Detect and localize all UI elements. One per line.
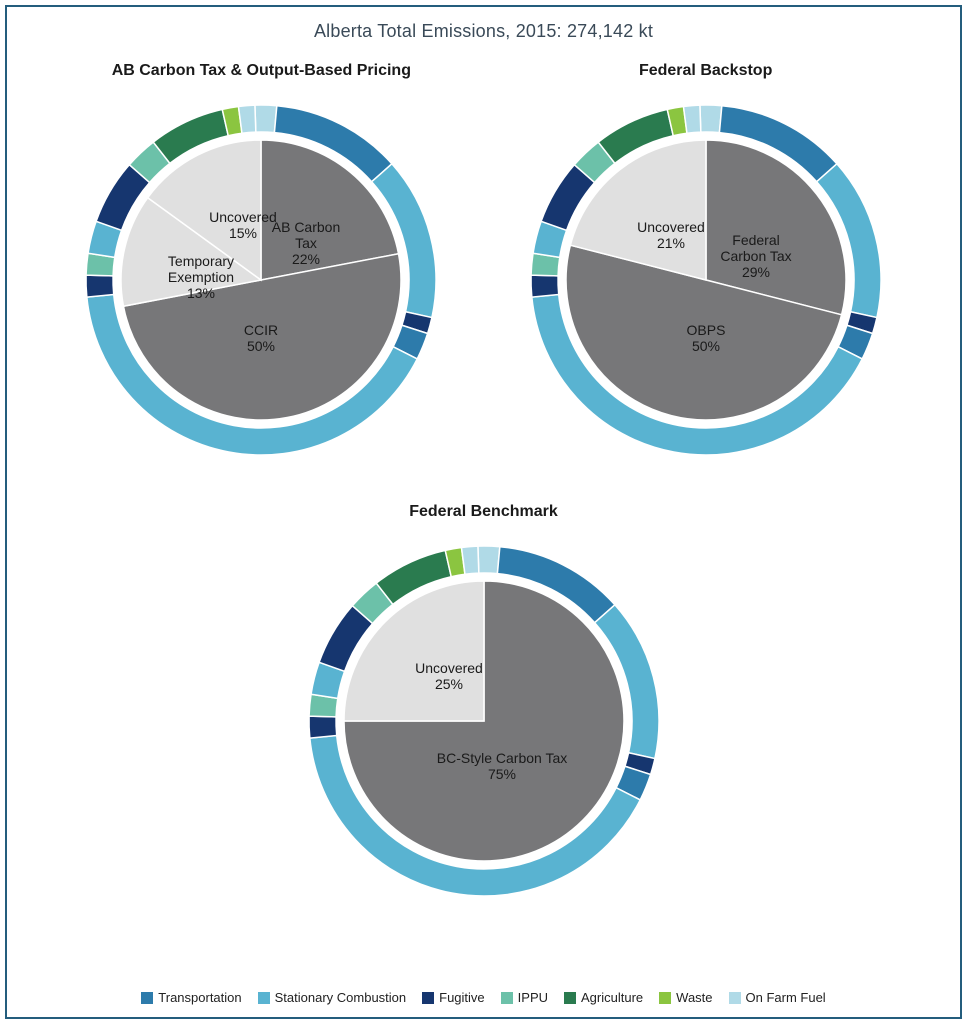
legend-label: Stationary Combustion	[275, 990, 407, 1005]
legend-label: Waste	[676, 990, 712, 1005]
chart-federal-backstop-svg: FederalCarbon Tax29% OBPS50% Uncovered21%	[516, 90, 896, 470]
legend-item-fugitive: Fugitive	[422, 990, 485, 1005]
legend-swatch	[422, 992, 434, 1004]
legend-swatch	[659, 992, 671, 1004]
slice-label: Carbon Tax	[720, 248, 791, 264]
chart-federal-backstop: Federal Backstop FederalCarbon Tax29% OBP…	[516, 62, 896, 475]
legend-label: Transportation	[158, 990, 241, 1005]
outer-segment-fugitive	[531, 275, 559, 297]
slice-label: Uncovered	[209, 209, 277, 225]
outer-segment-on_farm_fuel	[239, 105, 256, 133]
outer-segment-on_farm_fuel	[461, 546, 478, 574]
chart-frame: Alberta Total Emissions, 2015: 274,142 k…	[5, 5, 962, 1019]
slice-pct: 25%	[434, 676, 462, 692]
legend-item-on_farm_fuel: On Farm Fuel	[729, 990, 826, 1005]
charts-row-2: Federal Benchmark BC-Style Carbon Tax75%…	[7, 503, 960, 916]
outer-segment-on_farm_fuel	[477, 546, 499, 574]
slice-pct: 50%	[247, 338, 275, 354]
outer-segment-on_farm_fuel	[255, 105, 277, 133]
chart-federal-benchmark-svg: BC-Style Carbon Tax75% Uncovered25%	[294, 531, 674, 911]
slice-label: CCIR	[244, 322, 278, 338]
legend-item-transportation: Transportation	[141, 990, 241, 1005]
slice-label: BC-Style Carbon Tax	[436, 750, 566, 766]
legend-label: Agriculture	[581, 990, 643, 1005]
slice-label-group: OBPS50%	[686, 322, 725, 354]
chart-federal-benchmark: Federal Benchmark BC-Style Carbon Tax75%…	[294, 503, 674, 916]
outer-segment-on_farm_fuel	[683, 105, 700, 133]
slice-pct: 75%	[487, 766, 515, 782]
legend-item-agriculture: Agriculture	[564, 990, 643, 1005]
slice-label: Exemption	[168, 269, 234, 285]
slice-pct: 22%	[292, 251, 320, 267]
slice-pct: 21%	[657, 235, 685, 251]
main-title: Alberta Total Emissions, 2015: 274,142 k…	[7, 7, 960, 42]
chart-federal-benchmark-title: Federal Benchmark	[294, 503, 674, 521]
legend-swatch	[564, 992, 576, 1004]
slice-pct: 15%	[229, 225, 257, 241]
slice-pct: 13%	[187, 285, 215, 301]
slice-label: Temporary	[168, 253, 234, 269]
legend-swatch	[258, 992, 270, 1004]
legend-label: Fugitive	[439, 990, 485, 1005]
legend-item-waste: Waste	[659, 990, 712, 1005]
charts-row-1: AB Carbon Tax & Output-Based Pricing AB …	[7, 62, 960, 475]
chart-ab-svg: AB CarbonTax22% CCIR50% TemporaryExemption…	[71, 90, 451, 470]
legend-swatch	[729, 992, 741, 1004]
slice-label: Uncovered	[637, 219, 705, 235]
chart-ab: AB Carbon Tax & Output-Based Pricing AB …	[71, 62, 451, 475]
slice-label: Uncovered	[415, 660, 483, 676]
outer-segment-fugitive	[86, 275, 114, 297]
slice-label: AB Carbon	[272, 219, 340, 235]
legend-item-stationary_combustion: Stationary Combustion	[258, 990, 407, 1005]
outer-segment-on_farm_fuel	[700, 105, 722, 133]
legend-label: IPPU	[518, 990, 548, 1005]
slice-label: Tax	[295, 235, 317, 251]
legend-swatch	[141, 992, 153, 1004]
legend-label: On Farm Fuel	[746, 990, 826, 1005]
legend-item-ippu: IPPU	[501, 990, 548, 1005]
slice-pct: 29%	[742, 264, 770, 280]
legend: Transportation Stationary Combustion Fugit…	[7, 990, 960, 1005]
chart-federal-backstop-title: Federal Backstop	[516, 62, 896, 80]
slice-pct: 50%	[692, 338, 720, 354]
chart-ab-title: AB Carbon Tax & Output-Based Pricing	[71, 62, 451, 80]
outer-segment-fugitive	[309, 716, 337, 738]
slice-label: Federal	[732, 232, 779, 248]
slice-label: OBPS	[686, 322, 725, 338]
slice-label-group: CCIR50%	[244, 322, 278, 354]
legend-swatch	[501, 992, 513, 1004]
